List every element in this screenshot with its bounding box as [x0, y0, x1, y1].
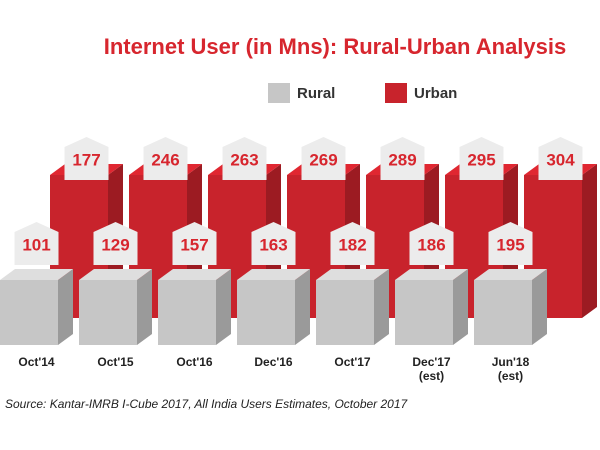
- box-side: [137, 269, 152, 345]
- x-tick-label: Oct'17: [334, 355, 371, 369]
- box-side: [582, 164, 597, 318]
- value-label-bg: [459, 137, 504, 180]
- box-side: [453, 269, 468, 345]
- box-side: [295, 269, 310, 345]
- value-label: 263: [230, 150, 258, 169]
- box-top: [79, 269, 152, 280]
- value-label: 101: [22, 235, 50, 254]
- value-label-bg: [93, 222, 138, 265]
- value-label-bg: [222, 137, 267, 180]
- value-label-bg: [251, 222, 296, 265]
- box-top: [474, 269, 547, 280]
- x-tick-label: Oct'15: [97, 355, 134, 369]
- value-label-bg: [409, 222, 454, 265]
- box: [316, 269, 389, 345]
- box-top: [316, 269, 389, 280]
- value-label: 304: [546, 150, 575, 169]
- box-front: [158, 280, 216, 345]
- box: [474, 269, 547, 345]
- box: [237, 269, 310, 345]
- value-label-bg: [143, 137, 188, 180]
- legend-label: Urban: [414, 85, 457, 102]
- box-side: [216, 269, 231, 345]
- box: [79, 269, 152, 345]
- box-side: [374, 269, 389, 345]
- x-tick-label: Jun'18 (est): [491, 355, 530, 383]
- box: [395, 269, 468, 345]
- value-label-bg: [64, 137, 109, 180]
- source: Source: Kantar-IMRB I-Cube 2017, All Ind…: [5, 397, 409, 411]
- value-label-bg: [172, 222, 217, 265]
- box-front: [237, 280, 295, 345]
- box-top: [237, 269, 310, 280]
- chart-title: Internet User (in Mns): Rural-Urban Anal…: [104, 34, 566, 59]
- x-tick-label: Dec'16: [254, 355, 293, 369]
- value-label: 157: [180, 235, 208, 254]
- value-label-bg: [488, 222, 533, 265]
- box-top: [0, 269, 73, 280]
- value-label: 195: [496, 235, 524, 254]
- legend-swatch: [385, 83, 407, 103]
- value-label-bg: [14, 222, 59, 265]
- value-label: 182: [338, 235, 366, 254]
- value-label-bg: [301, 137, 346, 180]
- value-label-bg: [330, 222, 375, 265]
- value-label: 163: [259, 235, 287, 254]
- value-label: 246: [151, 150, 179, 169]
- value-label: 269: [309, 150, 337, 169]
- value-label: 186: [417, 235, 445, 254]
- box: [0, 269, 73, 345]
- legend-swatch: [268, 83, 290, 103]
- x-tick-label: Oct'14: [18, 355, 55, 369]
- box-front: [316, 280, 374, 345]
- box-top: [395, 269, 468, 280]
- box: [158, 269, 231, 345]
- value-label-bg: [380, 137, 425, 180]
- box-top: [158, 269, 231, 280]
- box-front: [395, 280, 453, 345]
- value-label: 129: [101, 235, 129, 254]
- box-front: [79, 280, 137, 345]
- box-front: [0, 280, 58, 345]
- value-label: 295: [467, 150, 495, 169]
- value-label-bg: [538, 137, 583, 180]
- x-tick-label: Dec'17 (est): [412, 355, 451, 383]
- box-side: [532, 269, 547, 345]
- value-label: 289: [388, 150, 416, 169]
- legend-label: Rural: [297, 85, 335, 102]
- x-tick-label: Oct'16: [176, 355, 213, 369]
- value-label: 177: [72, 150, 100, 169]
- box-front: [474, 280, 532, 345]
- box-side: [58, 269, 73, 345]
